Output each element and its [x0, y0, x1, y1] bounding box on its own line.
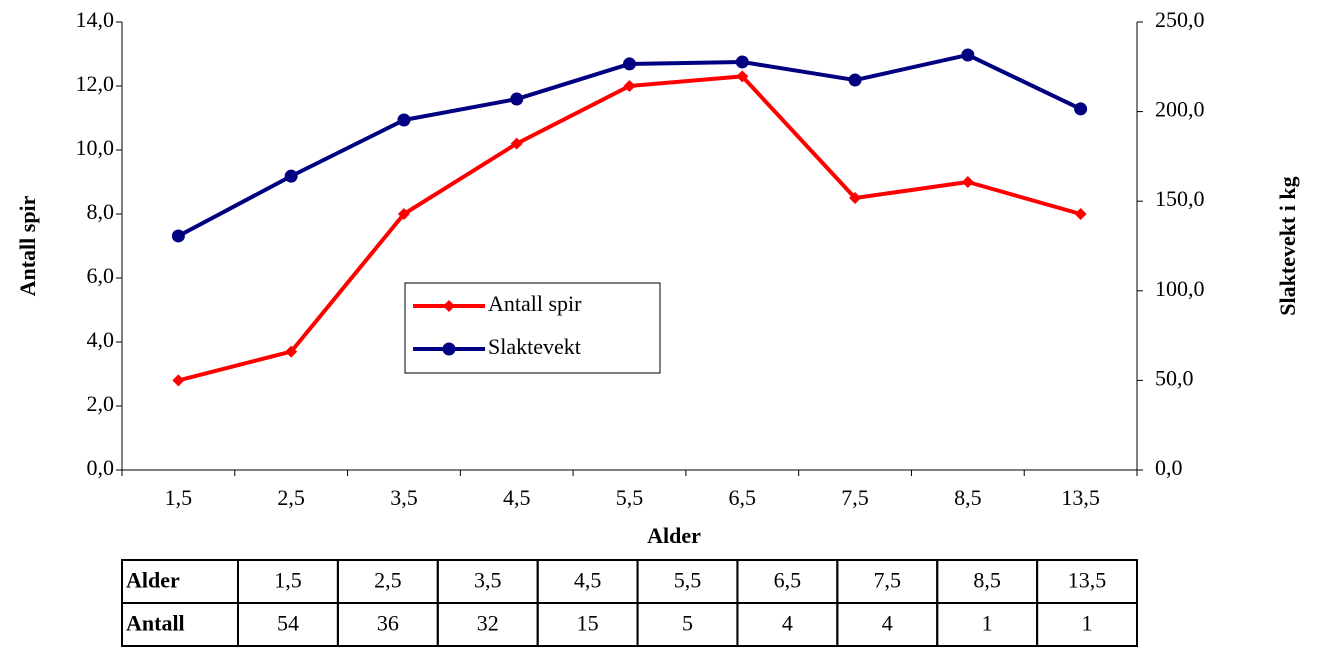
point — [171, 229, 185, 243]
table-cell-text: 3,5 — [474, 568, 502, 593]
y-tick-label: 4,0 — [87, 327, 115, 352]
legend-box — [404, 282, 661, 374]
point — [1074, 208, 1087, 220]
y2-axis-title: Slaktevekt i kg — [1275, 176, 1300, 315]
y2-tick-label: 250,0 — [1155, 7, 1205, 32]
table-row-header: Alder — [126, 568, 180, 593]
x-axis-title: Alder — [647, 523, 701, 548]
y2-tick-label: 200,0 — [1155, 97, 1205, 122]
point — [736, 70, 749, 83]
point — [442, 342, 456, 356]
table-cell-text: 8,5 — [973, 568, 1001, 593]
point — [285, 345, 298, 358]
y-axis-title: Antall spir — [15, 195, 40, 296]
point — [1074, 102, 1088, 116]
table-cell-text: 15 — [577, 611, 599, 636]
point — [961, 176, 974, 188]
y2-tick-label: 150,0 — [1155, 186, 1205, 211]
point — [961, 48, 975, 62]
legend-label: Antall spir — [488, 291, 582, 316]
y-tick-label: 6,0 — [87, 263, 115, 288]
y2-tick-label: 100,0 — [1155, 276, 1205, 301]
point — [172, 374, 185, 387]
legend: Antall spir Slaktevekt — [404, 282, 661, 374]
table-cell-text: 1 — [1082, 611, 1093, 636]
y-tick-label: 10,0 — [76, 135, 115, 160]
legend-label: Slaktevekt — [488, 334, 581, 359]
point — [735, 55, 749, 69]
table-cell-text: 2,5 — [374, 568, 402, 593]
y-tick-label: 2,0 — [87, 391, 115, 416]
x-tick-label: 7,5 — [841, 485, 869, 510]
point — [848, 73, 862, 87]
table-cell-text: 5,5 — [674, 568, 702, 593]
table-cell-text: 1,5 — [274, 568, 302, 593]
y-tick-label: 12,0 — [76, 71, 115, 96]
point — [284, 169, 298, 183]
point — [623, 57, 636, 71]
point — [397, 113, 411, 127]
table-cell-text: 6,5 — [774, 568, 802, 593]
table-cell-text: 36 — [377, 611, 399, 636]
table-cell-text: 54 — [277, 611, 299, 636]
x-tick-label: 4,5 — [503, 485, 531, 510]
data-table: Alder 1,5 2,5 3,5 4,5 5,5 6,5 7,5 8,5 13,5 Antall 5… — [121, 559, 1138, 647]
y-tick-label: 0,0 — [87, 455, 115, 480]
point — [849, 192, 862, 204]
y2-tick-label: 0,0 — [1155, 455, 1183, 480]
y2-tick-label: 50,0 — [1155, 365, 1194, 390]
table-cell-text: 7,5 — [874, 568, 902, 593]
x-tick-label: 13,5 — [1061, 485, 1100, 510]
y-tick-label: 8,0 — [87, 199, 115, 224]
table-cell-text: 32 — [477, 611, 499, 636]
table-cell-text: 4,5 — [574, 568, 602, 593]
point — [443, 300, 455, 312]
point — [510, 92, 524, 106]
table-cell — [1036, 602, 1138, 647]
x-tick-label: 6,5 — [729, 485, 757, 510]
point — [510, 137, 523, 150]
point — [397, 208, 410, 220]
x-tick-label: 2,5 — [277, 485, 305, 510]
table-cell-text: 5 — [682, 611, 693, 636]
table-cell-text: 4 — [882, 611, 893, 636]
table-cell-text: 1 — [982, 611, 993, 636]
table-cell-text: 13,5 — [1068, 568, 1107, 593]
table-row-header: Antall — [126, 611, 185, 636]
point — [623, 80, 636, 92]
x-tick-label: 5,5 — [616, 485, 644, 510]
table-cell-text: 4 — [782, 611, 793, 636]
x-tick-label: 3,5 — [390, 485, 418, 510]
x-tick-label: 1,5 — [165, 485, 193, 510]
y-tick-label: 14,0 — [76, 7, 115, 32]
x-tick-label: 8,5 — [954, 485, 982, 510]
